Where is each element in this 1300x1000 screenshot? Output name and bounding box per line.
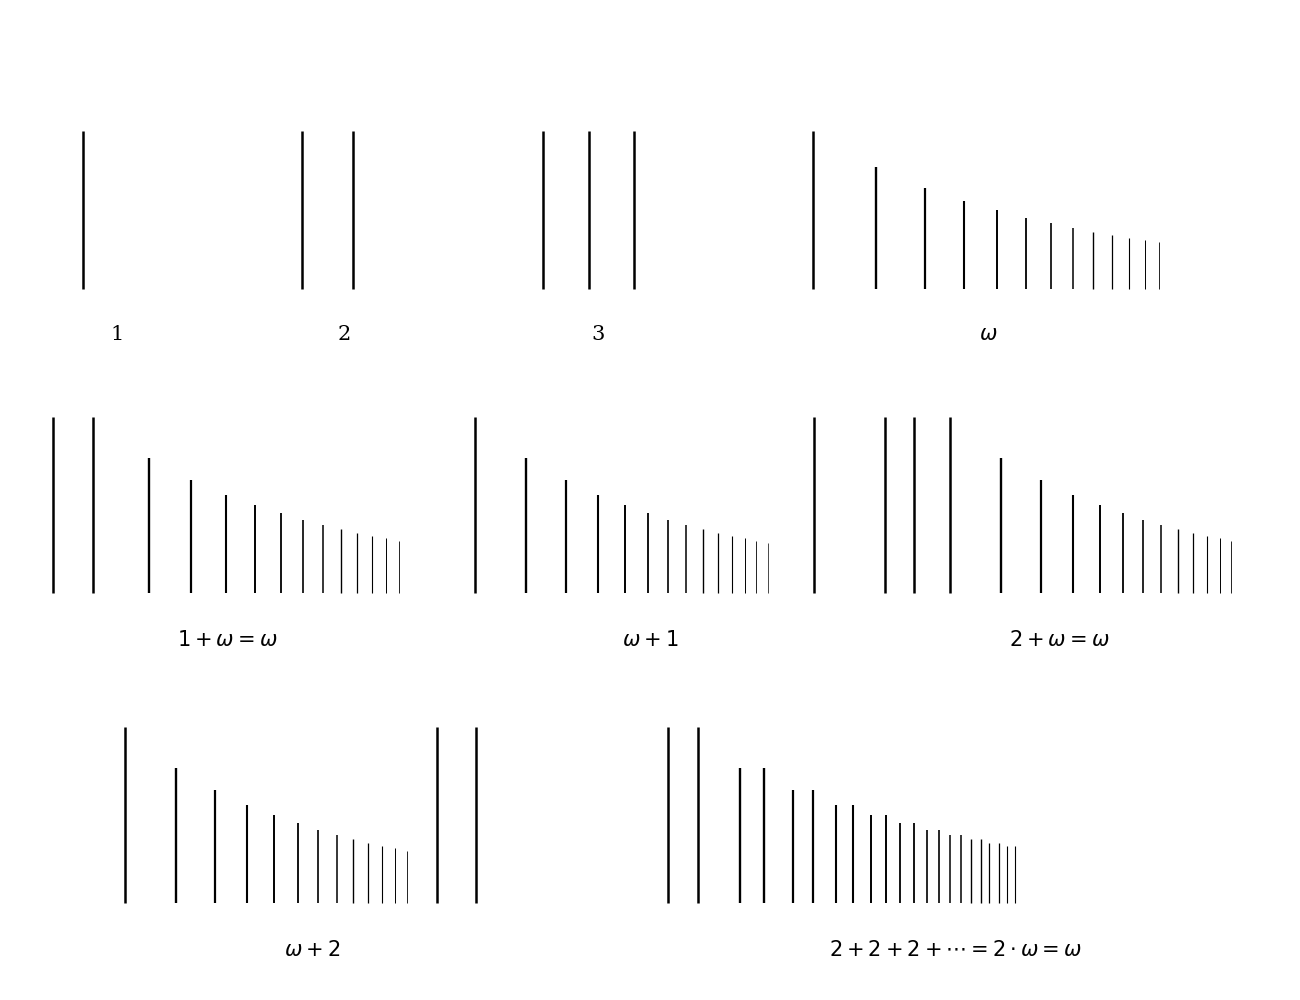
Text: $2 + \omega = \omega$: $2 + \omega = \omega$ [1009,630,1110,650]
Text: $1 + \omega = \omega$: $1 + \omega = \omega$ [177,630,278,650]
Text: $2 + 2 + 2 + \cdots = 2 \cdot \omega = \omega$: $2 + 2 + 2 + \cdots = 2 \cdot \omega = \… [829,940,1082,960]
Text: 3: 3 [592,325,604,344]
Text: $\omega + 1$: $\omega + 1$ [621,630,679,650]
Text: $\omega + 2$: $\omega + 2$ [283,940,341,960]
Text: 1: 1 [111,325,124,344]
Text: 2: 2 [338,325,351,344]
Text: $\omega$: $\omega$ [979,325,997,344]
